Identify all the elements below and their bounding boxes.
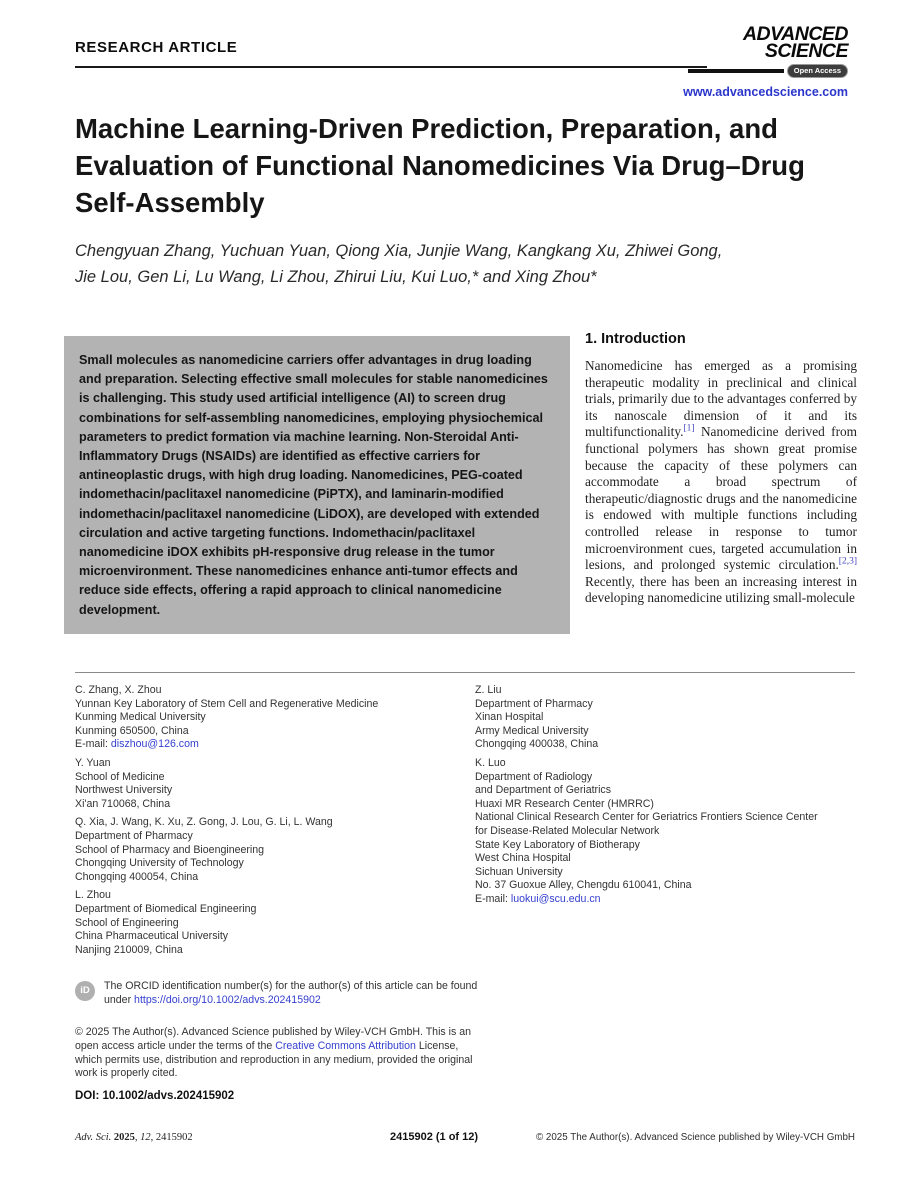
affiliation-line: Xinan Hospital <box>475 711 544 724</box>
affiliation-line: Chongqing University of Technology <box>75 857 244 870</box>
affiliation-line: Department of Biomedical Engineering <box>75 902 257 915</box>
affiliation-line: Northwest University <box>75 784 173 797</box>
affiliation-line: Nanjing 210009, China <box>75 943 183 956</box>
brand-logo-line2: SCIENCE <box>764 39 849 62</box>
email-link[interactable]: diszhou@126.com <box>110 738 199 751</box>
footer-year: 2025 <box>113 1132 135 1143</box>
orcid-id-icon: iD <box>75 981 95 1001</box>
affiliation-block: L. Zhou Department of Biomedical Enginee… <box>75 889 465 957</box>
copyright-text: © 2025 The Author(s). Advanced Science p… <box>75 1026 472 1052</box>
brand-rule-bar <box>687 69 784 73</box>
affiliation-block: Z. Liu Department of Pharmacy Xinan Hosp… <box>475 684 870 752</box>
journal-website-link[interactable]: www.advancedscience.com <box>683 85 848 99</box>
affiliation-line: State Key Laboratory of Biotherapy <box>475 838 640 851</box>
copyright-notice: © 2025 The Author(s). Advanced Science p… <box>75 1026 473 1081</box>
footer-separator: , <box>134 1132 141 1143</box>
affiliation-line: Yunnan Key Laboratory of Stem Cell and R… <box>75 697 379 710</box>
affiliation-line: No. 37 Guoxue Alley, Chengdu 610041, Chi… <box>475 879 692 892</box>
affiliation-line: China Pharmaceutical University <box>75 930 229 943</box>
affiliation-line: Sichuan University <box>475 865 563 878</box>
affiliation-line: Department of Pharmacy <box>75 829 193 842</box>
email-link[interactable]: luokui@scu.edu.cn <box>510 892 601 905</box>
reference-citation-2-3[interactable]: [2,3] <box>838 556 857 567</box>
affiliation-line: School of Medicine <box>75 770 165 783</box>
orcid-statement: The ORCID identification number(s) for t… <box>104 980 478 1006</box>
affiliation-email-line: E-mail: diszhou@126.com <box>75 738 465 752</box>
affiliation-authors: Q. Xia, J. Wang, K. Xu, Z. Gong, J. Lou,… <box>75 816 333 829</box>
doi-line: DOI: 10.1002/advs.202415902 <box>75 1090 235 1102</box>
brand-rule: Open Access <box>683 64 848 78</box>
footer-copyright: © 2025 The Author(s). Advanced Science p… <box>535 1132 855 1143</box>
affiliation-line: Army Medical University <box>475 724 589 737</box>
affiliation-line: School of Engineering <box>75 916 179 929</box>
author-line: Jie Lou, Gen Li, Lu Wang, Li Zhou, Zhiru… <box>75 268 597 286</box>
affiliation-line: Department of Pharmacy <box>475 697 593 710</box>
footnote-rule <box>75 672 855 673</box>
affiliation-authors: C. Zhang, X. Zhou <box>75 684 162 696</box>
affiliation-line: and Department of Geriatrics <box>475 784 612 797</box>
brand-logo-line1: ADVANCED <box>742 23 849 45</box>
intro-text-part3: Recently, there has been an increasing i… <box>585 573 857 606</box>
reference-citation-1[interactable]: [1] <box>683 423 695 434</box>
section-heading: 1. Introduction <box>585 331 686 347</box>
affiliation-line: West China Hospital <box>475 852 571 865</box>
affiliation-authors: Z. Liu <box>475 684 502 696</box>
affiliations-right-column: Z. Liu Department of Pharmacy Xinan Hosp… <box>475 684 870 912</box>
article-type-label: RESEARCH ARTICLE <box>75 39 238 56</box>
introduction-paragraph: Nanomedicine has emerged as a promising … <box>585 358 857 607</box>
copyright-text-continued: License, which permits use, distribution… <box>75 1039 473 1080</box>
title-line: Machine Learning-Driven Prediction, Prep… <box>75 113 778 144</box>
affiliation-authors: L. Zhou <box>75 889 111 902</box>
abstract-box: Small molecules as nanomedicine carriers… <box>64 336 570 634</box>
affiliation-block: C. Zhang, X. Zhou Yunnan Key Laboratory … <box>75 684 465 752</box>
email-label: E-mail: <box>75 738 111 751</box>
affiliation-line: Kunming Medical University <box>75 711 206 724</box>
affiliation-line: School of Pharmacy and Bioengineering <box>75 843 265 856</box>
author-list: Chengyuan Zhang, Yuchuan Yuan, Qiong Xia… <box>75 238 865 290</box>
footer-separator: , <box>150 1132 156 1143</box>
affiliation-block: Q. Xia, J. Wang, K. Xu, Z. Gong, J. Lou,… <box>75 816 465 884</box>
affiliation-block: K. Luo Department of Radiology and Depar… <box>475 757 870 907</box>
affiliation-line: Kunming 650500, China <box>75 724 189 737</box>
intro-text-part2: Nanomedicine derived from functional pol… <box>585 424 857 573</box>
email-label: E-mail: <box>475 892 511 905</box>
introduction-section: 1. Introduction Nanomedicine has emerged… <box>585 331 857 607</box>
affiliations-left-column: C. Zhang, X. Zhou Yunnan Key Laboratory … <box>75 684 465 962</box>
footer-journal-name: Adv. Sci. <box>75 1132 112 1143</box>
affiliation-line: Chongqing 400054, China <box>75 870 199 883</box>
affiliation-line: National Clinical Research Center for Ge… <box>475 811 818 824</box>
orcid-text: The ORCID identification number(s) for t… <box>104 980 483 1008</box>
page-number: 2415902 (1 of 12) <box>390 1131 479 1143</box>
title-line: Self-Assembly <box>75 187 265 218</box>
intro-text-part1: Nanomedicine has emerged as a promising … <box>585 358 857 440</box>
orcid-notice: iD The ORCID identification number(s) fo… <box>75 980 483 1008</box>
title-line: Evaluation of Functional Nanomedicines V… <box>75 150 805 181</box>
abstract-text: Small molecules as nanomedicine carriers… <box>79 353 548 617</box>
affiliation-line: for Disease-Related Molecular Network <box>475 824 660 837</box>
affiliation-email-line: E-mail: luokui@scu.edu.cn <box>475 893 870 907</box>
orcid-doi-link[interactable]: https://doi.org/10.1002/advs.202415902 <box>134 993 321 1006</box>
affiliation-line: Huaxi MR Research Center (HMRRC) <box>475 797 654 810</box>
journal-brand: ADVANCED SCIENCE Open Access www.advance… <box>683 23 849 99</box>
affiliation-authors: Y. Yuan <box>75 756 111 769</box>
footer-article-number: 2415902 <box>155 1132 193 1143</box>
header-rule <box>75 66 707 68</box>
article-title: Machine Learning-Driven Prediction, Prep… <box>75 110 865 221</box>
affiliation-line: Department of Radiology <box>475 770 593 783</box>
affiliation-line: Xi'an 710068, China <box>75 797 171 810</box>
author-line: Chengyuan Zhang, Yuchuan Yuan, Qiong Xia… <box>75 242 723 260</box>
affiliation-block: Y. Yuan School of Medicine Northwest Uni… <box>75 757 465 811</box>
footer-citation: Adv. Sci. 2025, 12, 2415902 <box>75 1132 193 1143</box>
affiliation-authors: K. Luo <box>475 756 506 769</box>
affiliation-line: Chongqing 400038, China <box>475 738 599 751</box>
footer-volume: 12 <box>140 1132 151 1143</box>
creative-commons-link[interactable]: Creative Commons Attribution <box>275 1039 416 1052</box>
open-access-badge: Open Access <box>786 64 848 78</box>
